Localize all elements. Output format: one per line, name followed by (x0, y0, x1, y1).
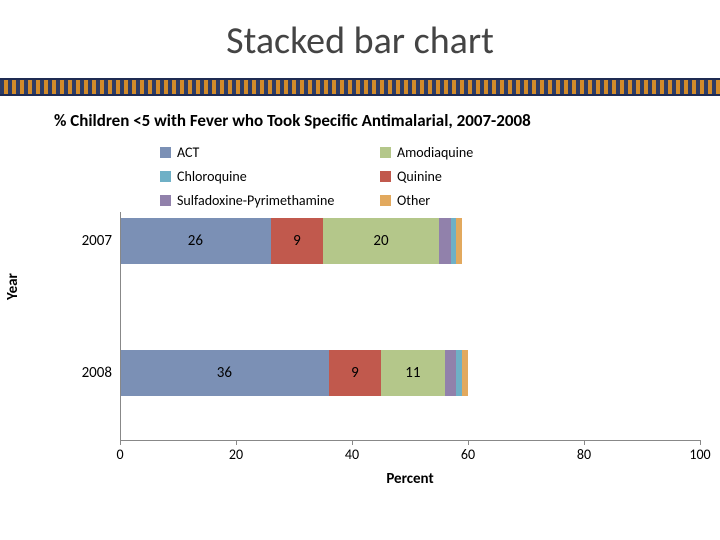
x-tick-label: 0 (100, 446, 140, 463)
legend-label: Amodiaquine (397, 144, 473, 161)
bar-segment (439, 218, 451, 264)
legend-label: Chloroquine (177, 168, 247, 185)
x-tick-label: 100 (680, 446, 720, 463)
bar-value-label: 9 (271, 218, 323, 264)
legend-item: Amodiaquine (380, 144, 600, 161)
y-axis (120, 212, 121, 440)
chart-plot: Year Percent ACT Amodiaquine Chloroquine Qu… (0, 140, 720, 500)
bar-value-label: 11 (381, 350, 445, 396)
x-axis (120, 440, 700, 441)
x-tick (352, 440, 353, 445)
bar-value-label: 20 (323, 218, 439, 264)
legend-label: Other (397, 192, 430, 209)
page-title: Stacked bar chart (0, 18, 720, 64)
legend-swatch (380, 195, 391, 206)
x-tick (468, 440, 469, 445)
legend-item: Other (380, 192, 600, 209)
legend-label: ACT (177, 144, 199, 161)
legend-swatch (160, 147, 171, 158)
x-tick (700, 440, 701, 445)
x-tick-label: 20 (216, 446, 256, 463)
x-tick (120, 440, 121, 445)
chart-title: % Children <5 with Fever who Took Specif… (54, 110, 674, 131)
legend-label: Sulfadoxine-Pyrimethamine (177, 192, 334, 209)
x-axis-label: Percent (120, 470, 700, 488)
bar-segment (462, 350, 468, 396)
x-tick-label: 60 (448, 446, 488, 463)
decorative-stripe (0, 78, 720, 96)
bar-value-label: 9 (329, 350, 381, 396)
legend: ACT Amodiaquine Chloroquine Quinine Sulfadox… (160, 140, 600, 212)
bar-value-label: 26 (120, 218, 271, 264)
legend-swatch (160, 195, 171, 206)
legend-swatch (380, 147, 391, 158)
y-tick-label: 2008 (22, 364, 112, 382)
legend-label: Quinine (397, 168, 442, 185)
y-axis-label: Year (4, 273, 22, 300)
x-tick (236, 440, 237, 445)
y-tick-label: 2007 (22, 232, 112, 250)
x-tick-label: 40 (332, 446, 372, 463)
legend-item: Sulfadoxine-Pyrimethamine (160, 192, 380, 209)
x-tick (584, 440, 585, 445)
legend-item: Chloroquine (160, 168, 380, 185)
bar-segment (456, 218, 462, 264)
legend-swatch (160, 171, 171, 182)
legend-item: ACT (160, 144, 380, 161)
legend-swatch (380, 171, 391, 182)
x-tick-label: 80 (564, 446, 604, 463)
legend-item: Quinine (380, 168, 600, 185)
bar-segment (445, 350, 457, 396)
bar-value-label: 36 (120, 350, 329, 396)
